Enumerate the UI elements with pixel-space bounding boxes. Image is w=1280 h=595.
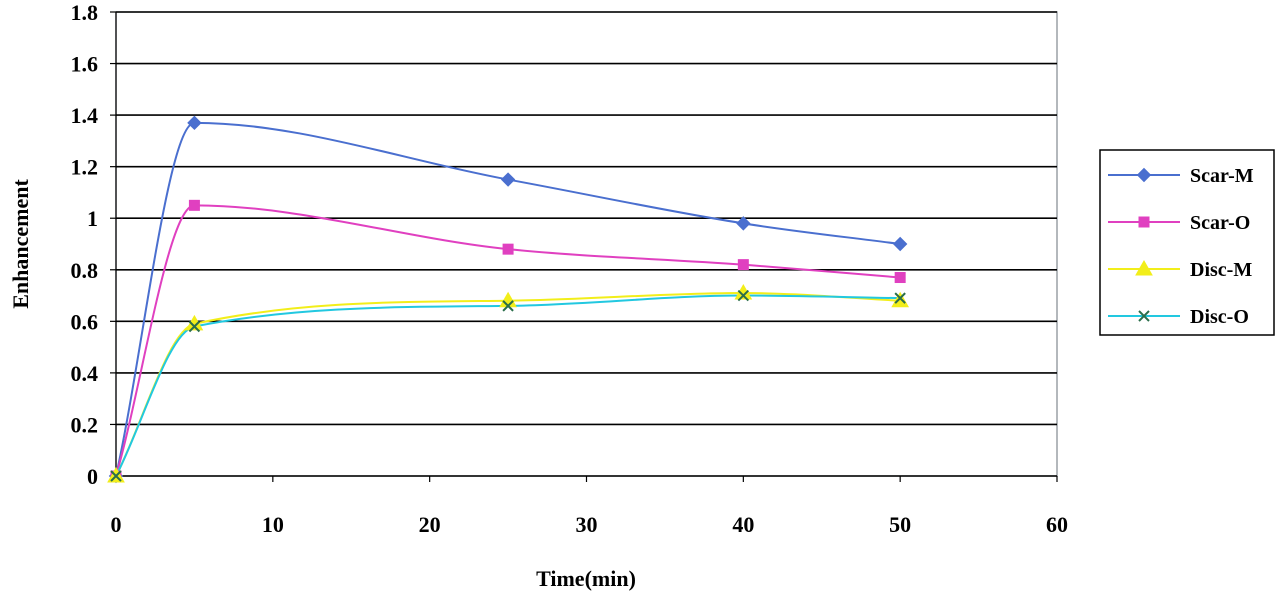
data-point-scar-m (736, 216, 751, 231)
y-tick-label: 1.4 (71, 103, 99, 128)
legend-box (1099, 149, 1275, 336)
y-tick-label: 0.6 (71, 309, 99, 334)
y-tick-label: 0.2 (71, 412, 99, 437)
y-tick-label: 0.4 (71, 361, 99, 386)
data-point-scar-o (737, 259, 749, 271)
x-axis-title: Time(min) (536, 566, 636, 591)
data-point-scar-m (187, 115, 202, 131)
y-tick-label: 0.8 (71, 258, 99, 283)
y-axis-title: Enhancement (8, 179, 33, 309)
gridlines (116, 11, 1057, 426)
x-tick-label: 20 (419, 512, 441, 537)
series-line-scar-m (115, 121, 901, 477)
legend-label-scar-m: Scar-M (1190, 165, 1254, 187)
x-tick-label: 0 (111, 512, 122, 537)
legend-marker-disc-o (1138, 310, 1150, 322)
x-tick-label: 50 (889, 512, 911, 537)
series-line-disc-m (115, 291, 901, 477)
x-tick-label: 40 (732, 512, 754, 537)
y-tick-label: 1.2 (71, 155, 99, 180)
plot-area (115, 11, 1058, 477)
y-tick-label: 1.8 (71, 0, 99, 25)
legend-marker-scar-m (1136, 167, 1152, 183)
data-point-disc-o (894, 292, 906, 304)
legend-marker-scar-o (1138, 216, 1150, 228)
legend-label-disc-o: Disc-O (1190, 306, 1249, 328)
data-point-disc-o (188, 320, 201, 333)
series-line-scar-o (115, 204, 901, 477)
data-point-scar-o (894, 272, 906, 284)
axes (110, 11, 1058, 482)
data-point-disc-o (737, 289, 750, 302)
series-line-disc-o (115, 294, 901, 477)
data-markers (107, 115, 910, 484)
legend-marker-disc-m (1135, 259, 1153, 276)
x-tick-label: 60 (1046, 512, 1068, 537)
data-point-disc-o (110, 470, 122, 482)
legend-label-scar-o: Scar-O (1190, 212, 1250, 234)
data-point-disc-o (502, 300, 514, 312)
data-point-scar-m (892, 236, 908, 252)
y-tick-label: 1 (87, 206, 98, 231)
tick-labels: 0 0.2 0.4 0.6 0.8 1 1.2 1.4 1.6 1.8 0 10 20 30 40 50 60 (71, 0, 1069, 537)
data-point-scar-o (502, 243, 514, 255)
x-tick-label: 10 (262, 512, 284, 537)
y-tick-label: 0 (87, 464, 98, 489)
legend-label-disc-m: Disc-M (1190, 259, 1252, 281)
legend: Scar-M Scar-O Disc-M Disc-O (1099, 149, 1275, 336)
y-tick-label: 1.6 (71, 52, 99, 77)
x-tick-label: 30 (576, 512, 598, 537)
data-point-scar-m (500, 172, 516, 187)
series-lines (115, 121, 901, 477)
data-point-scar-o (188, 199, 200, 211)
